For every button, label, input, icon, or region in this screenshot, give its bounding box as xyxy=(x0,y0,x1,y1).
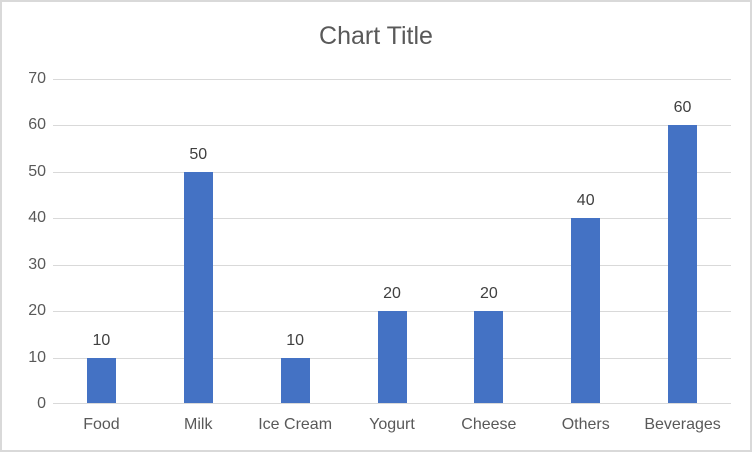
bar-others[interactable] xyxy=(571,218,601,404)
bar-beverages[interactable] xyxy=(668,125,698,404)
gridline-50 xyxy=(53,171,731,173)
bar-cheese[interactable] xyxy=(474,311,504,404)
bar-milk[interactable] xyxy=(183,171,213,404)
x-axis-label-yogurt: Yogurt xyxy=(369,416,415,433)
data-label-ice-cream: 10 xyxy=(286,331,305,349)
x-axis-label-beverages: Beverages xyxy=(644,416,721,433)
data-label-beverages: 60 xyxy=(673,99,692,117)
gridline-30 xyxy=(53,264,731,266)
bar-food[interactable] xyxy=(86,357,116,404)
data-label-cheese: 20 xyxy=(479,285,498,303)
x-axis-label-cheese: Cheese xyxy=(461,416,517,433)
y-tick-label-30: 30 xyxy=(28,255,46,273)
y-tick-label-40: 40 xyxy=(28,209,46,227)
x-axis-label-milk: Milk xyxy=(184,416,213,433)
x-axis-label-food: Food xyxy=(83,416,120,433)
gridline-70 xyxy=(53,79,731,80)
y-tick-label-70: 70 xyxy=(28,70,46,87)
data-label-others: 40 xyxy=(576,192,595,210)
plot-area xyxy=(53,79,731,404)
x-axis-line xyxy=(53,403,731,404)
gridline-60 xyxy=(53,125,731,127)
data-label-food: 10 xyxy=(92,331,111,349)
y-tick-label-0: 0 xyxy=(37,395,46,412)
data-label-yogurt: 20 xyxy=(383,285,401,303)
x-axis-label-others: Others xyxy=(561,416,610,433)
bar-ice-cream[interactable] xyxy=(280,357,310,404)
chart-title[interactable]: Chart Title xyxy=(319,22,433,50)
gridline-40 xyxy=(53,218,731,220)
bar-yogurt[interactable] xyxy=(377,311,407,404)
y-tick-label-10: 10 xyxy=(28,348,46,366)
y-tick-label-60: 60 xyxy=(28,116,46,134)
y-tick-label-50: 50 xyxy=(28,162,46,180)
data-label-milk: 50 xyxy=(189,145,208,163)
x-axis-label-ice-cream: Ice Cream xyxy=(258,416,333,433)
y-tick-label-20: 20 xyxy=(28,302,46,320)
